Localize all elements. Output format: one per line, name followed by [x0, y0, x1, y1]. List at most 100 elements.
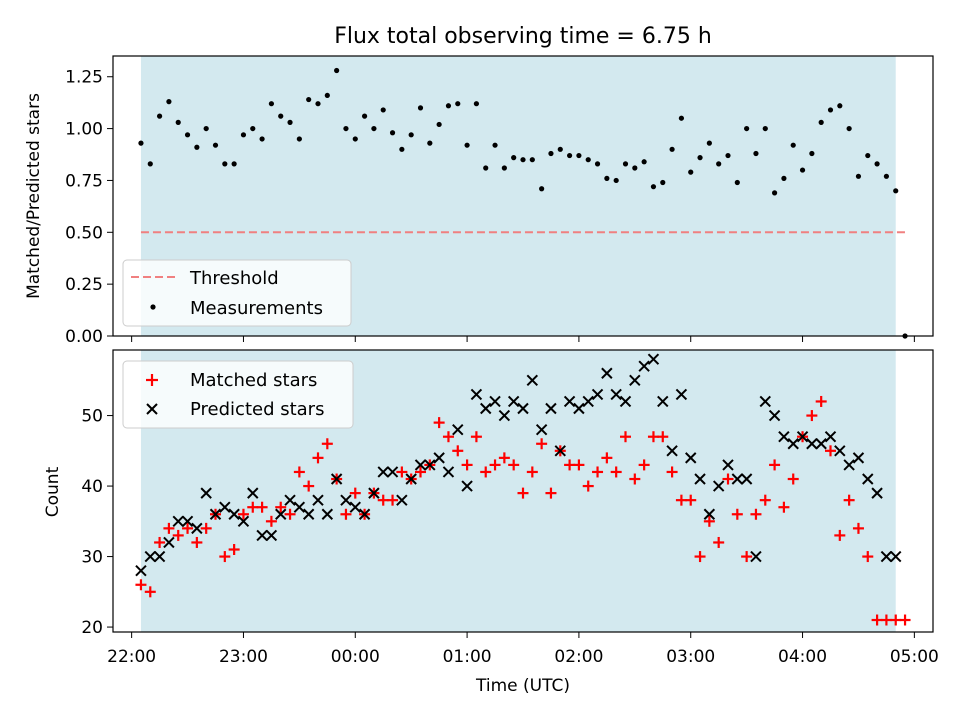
measurement-point — [744, 125, 750, 132]
measurement-point — [697, 155, 703, 161]
matched-star-point — [154, 536, 166, 548]
predicted-stars-points — [135, 353, 902, 577]
measurement-point — [315, 101, 321, 107]
measurement-point — [203, 125, 209, 132]
measurement-point — [771, 190, 778, 196]
x-tick-label: 05:00 — [890, 647, 939, 667]
matched-star-point — [890, 614, 902, 626]
predicted-star-point — [768, 409, 781, 422]
measurement-point — [380, 107, 386, 113]
matched-star-point — [293, 466, 305, 478]
predicted-star-point — [545, 402, 557, 415]
x-tick-label: 22:00 — [107, 647, 156, 667]
matched-star-point — [545, 487, 557, 499]
measurement-point — [576, 152, 582, 159]
measurement-point — [222, 161, 228, 167]
x-tick-label: 04:00 — [778, 647, 827, 667]
predicted-star-point — [172, 515, 184, 528]
measurement-point — [511, 155, 517, 161]
measurement-point — [753, 150, 759, 157]
matched-star-point — [713, 536, 725, 548]
matched-star-point — [396, 466, 408, 478]
predicted-star-point — [507, 395, 520, 408]
measurement-point — [566, 152, 573, 159]
predicted-star-point — [181, 515, 194, 528]
top-axes-frame — [112, 55, 934, 337]
matched-star-point — [685, 494, 697, 506]
measurement-point — [781, 175, 787, 181]
matched-star-point — [825, 445, 836, 457]
predicted-star-point — [461, 480, 473, 492]
matched-star-point — [415, 466, 426, 478]
predicted-star-point — [517, 402, 529, 415]
matched-star-point — [647, 431, 659, 443]
matched-star-point — [703, 515, 715, 527]
matched-star-point — [638, 459, 650, 471]
matched-star-point — [470, 431, 482, 443]
y-tick-label: 0.50 — [65, 223, 103, 243]
predicted-star-point — [871, 487, 883, 499]
matched-star-point — [256, 501, 268, 513]
predicted-star-point — [237, 515, 250, 528]
y-tick-label: 1.00 — [65, 120, 103, 140]
matched-star-point — [806, 410, 818, 422]
y-tick-label: 50 — [81, 407, 103, 427]
top-legend: Threshold Measurements — [122, 259, 352, 327]
matched-star-point — [340, 508, 352, 520]
predicted-star-point — [293, 501, 306, 513]
matched-star-point — [275, 501, 287, 513]
measurement-point — [827, 107, 834, 113]
matched-star-point — [620, 431, 631, 443]
predicted-star-point — [712, 480, 725, 492]
ratio-panel: 0.00 0.25 0.50 0.75 1.00 1.25 Matched/Predict… — [24, 55, 934, 347]
matched-star-point — [629, 473, 641, 485]
matched-star-point — [172, 529, 184, 541]
legend-predicted-label: Predicted stars — [190, 399, 324, 420]
predicted-star-point — [256, 529, 268, 542]
matched-star-point — [843, 494, 855, 506]
predicted-star-point — [834, 445, 846, 457]
matched-star-point — [526, 466, 538, 478]
y-tick-label: 1.25 — [65, 68, 103, 88]
matched-star-point — [675, 494, 687, 506]
measurement-point — [324, 92, 330, 99]
predicted-star-point — [647, 353, 660, 365]
predicted-star-point — [209, 508, 222, 520]
predicted-star-point — [582, 395, 594, 408]
predicted-star-point — [368, 487, 380, 499]
measurement-point — [361, 113, 368, 119]
predicted-star-point — [405, 473, 417, 485]
predicted-star-point — [330, 473, 343, 485]
measurement-point — [650, 184, 657, 190]
matched-star-point — [815, 395, 827, 407]
predicted-star-point — [554, 445, 566, 457]
measurement-point — [883, 173, 890, 179]
predicted-star-point — [498, 409, 511, 422]
measurement-point — [156, 113, 163, 119]
measurement-point — [557, 146, 563, 152]
legend-predicted-swatch — [146, 403, 158, 415]
matched-star-point — [862, 551, 874, 563]
matched-star-point — [871, 614, 883, 626]
measurement-point — [175, 119, 181, 125]
matched-star-point — [592, 466, 604, 478]
measurement-point — [212, 142, 219, 148]
measurement-point — [455, 101, 461, 107]
y-tick-label: 40 — [81, 477, 103, 497]
measurement-point — [790, 142, 796, 148]
measurement-point — [194, 144, 200, 150]
predicted-star-point — [442, 466, 455, 478]
measurement-point — [837, 103, 843, 109]
predicted-star-point — [685, 452, 697, 464]
legend-measurements-swatch — [150, 304, 156, 310]
matched-star-point — [219, 551, 231, 563]
predicted-star-point — [312, 494, 324, 506]
measurement-point — [660, 179, 666, 186]
predicted-star-point — [619, 395, 632, 408]
matched-star-point — [387, 494, 399, 506]
predicted-star-point — [610, 388, 622, 401]
matched-star-point — [303, 480, 315, 492]
measurement-point — [893, 188, 899, 194]
predicted-star-point — [731, 473, 744, 485]
